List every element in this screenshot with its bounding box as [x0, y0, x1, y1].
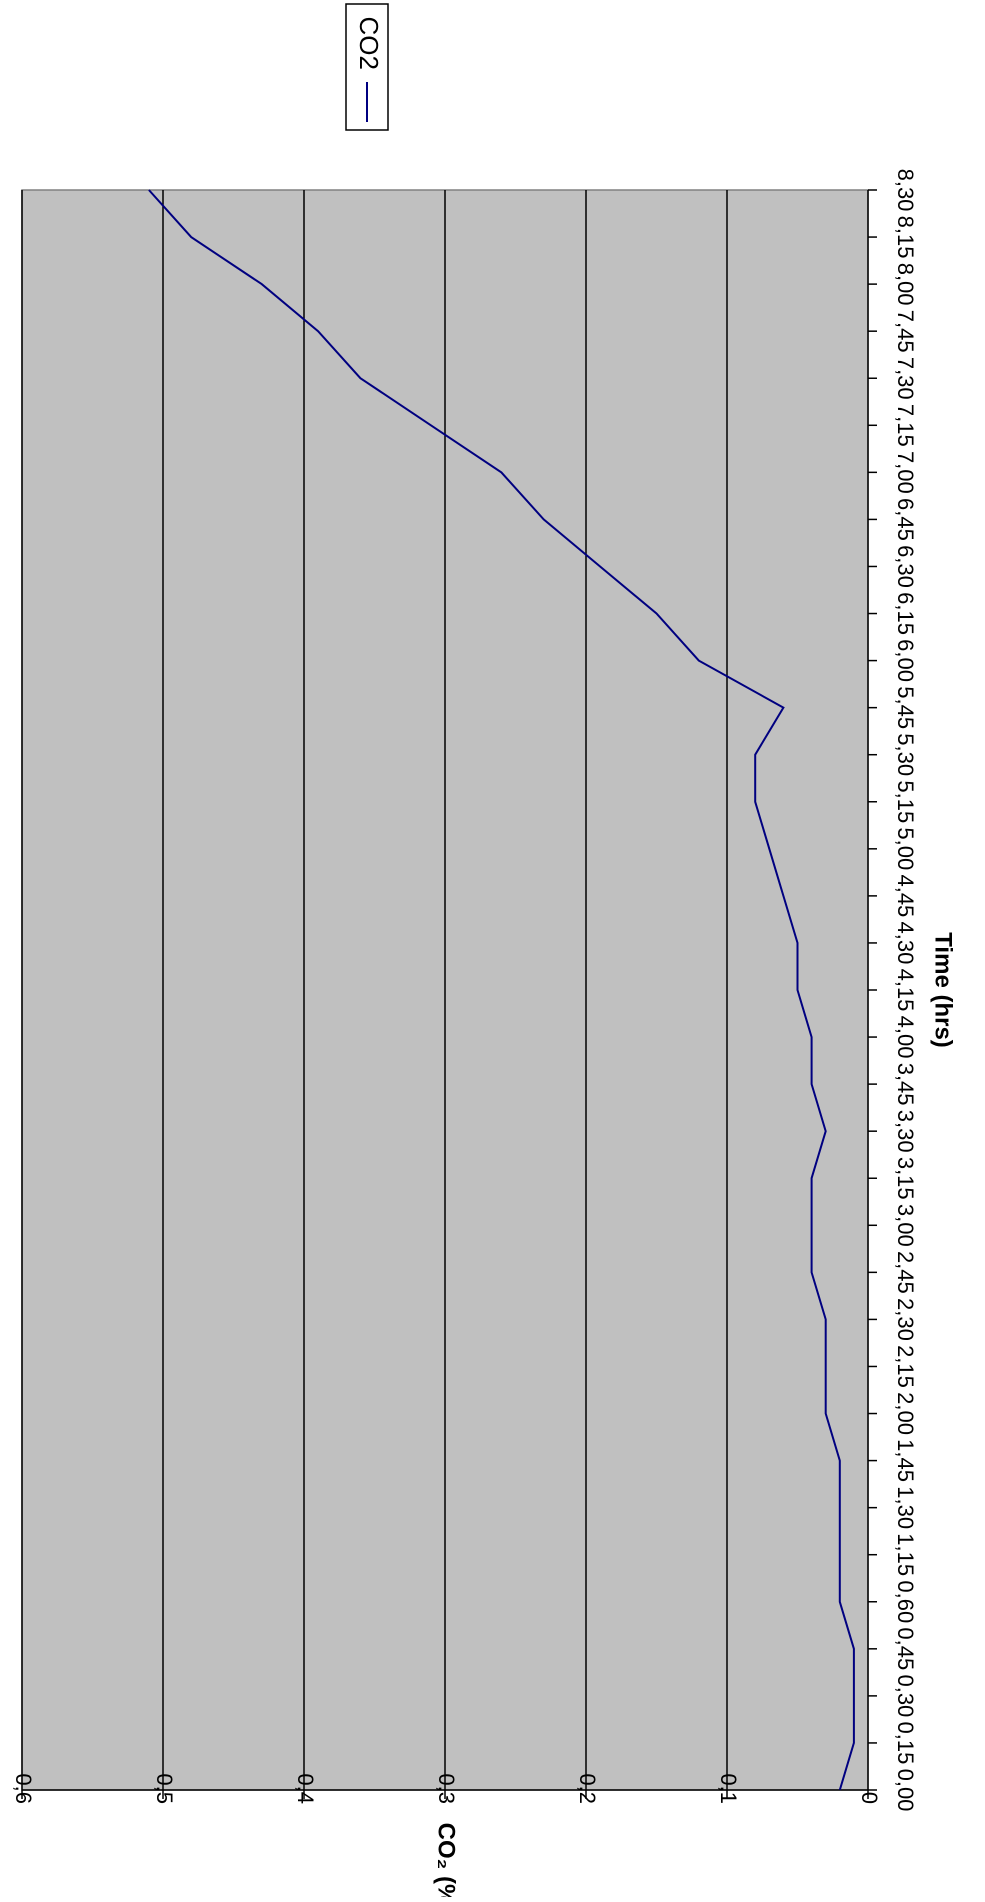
category-tick-label: 4,15	[893, 969, 918, 1012]
category-tick-label: 1,30	[893, 1486, 918, 1529]
category-tick-label: 6,00	[893, 639, 918, 682]
value-tick-label: 0,2	[575, 1773, 600, 1804]
category-tick-label: 2,00	[893, 1392, 918, 1435]
y-axis-title: CO₂ (%)	[433, 1823, 460, 1897]
category-tick-label: 7,45	[893, 310, 918, 353]
category-tick-label: 5,30	[893, 733, 918, 776]
value-tick-label: 0,6	[11, 1773, 36, 1804]
category-tick-label: 7,00	[893, 451, 918, 494]
category-tick-label: 2,45	[893, 1251, 918, 1294]
category-tick-label: 5,00	[893, 827, 918, 870]
category-tick-label: 5,15	[893, 780, 918, 823]
category-tick-label: 3,30	[893, 1110, 918, 1153]
category-tick-label: 6,30	[893, 545, 918, 588]
legend: CO2	[345, 3, 389, 131]
series-line-co2	[148, 189, 855, 1791]
value-tick-label: 0,5	[152, 1773, 177, 1804]
category-tick-label: 7,30	[893, 357, 918, 400]
value-tick-label: 0,4	[293, 1773, 318, 1804]
category-tick-label: 6,45	[893, 498, 918, 541]
category-tick-label: 8,15	[893, 216, 918, 259]
category-tick-label: 0,60	[893, 1580, 918, 1623]
category-tick-label: 6,15	[893, 592, 918, 635]
category-tick-label: 2,30	[893, 1298, 918, 1341]
category-tick-label: 4,45	[893, 874, 918, 917]
value-tick-label: 0,3	[434, 1773, 459, 1804]
category-tick-label: 1,15	[893, 1533, 918, 1576]
category-tick-label: 3,15	[893, 1157, 918, 1200]
category-tick-label: 0,30	[893, 1674, 918, 1717]
category-tick-label: 2,15	[893, 1345, 918, 1388]
category-tick-label: 8,00	[893, 263, 918, 306]
value-tick-label: 0,1	[716, 1773, 741, 1804]
category-tick-label: 8,30	[893, 169, 918, 212]
category-tick-label: 7,15	[893, 404, 918, 447]
category-tick-label: 3,45	[893, 1063, 918, 1106]
category-tick-label: 5,45	[893, 686, 918, 729]
category-tick-label: 0,00	[893, 1769, 918, 1812]
value-tick-label: 0	[857, 1792, 882, 1804]
category-tick-label: 1,45	[893, 1439, 918, 1482]
legend-label: CO2	[354, 17, 384, 70]
x-axis-title: Time (hrs)	[930, 932, 957, 1048]
category-tick-label: 4,30	[893, 922, 918, 965]
category-tick-label: 0,15	[893, 1722, 918, 1765]
category-tick-label: 0,45	[893, 1627, 918, 1670]
category-tick-label: 3,00	[893, 1204, 918, 1247]
category-tick-label: 4,00	[893, 1016, 918, 1059]
